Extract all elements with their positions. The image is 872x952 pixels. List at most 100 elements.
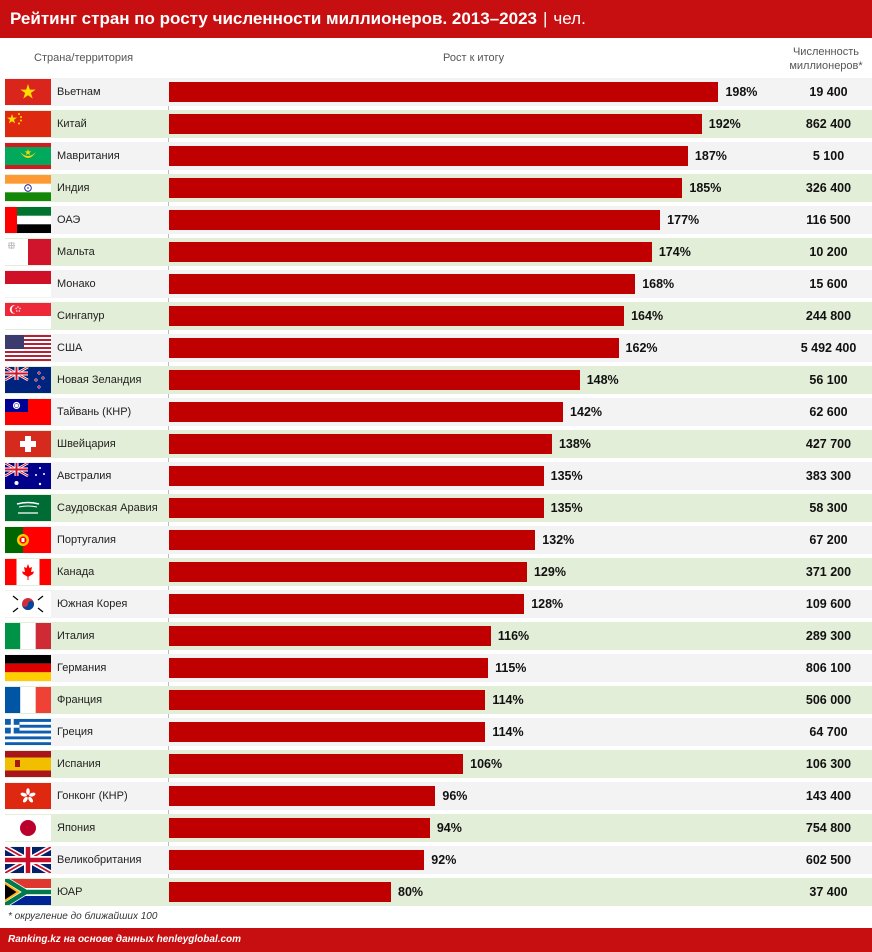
table-row: Саудовская Аравия 135% 58 300 <box>5 494 872 522</box>
growth-bar <box>169 210 661 230</box>
growth-percent-label: 92% <box>431 853 457 867</box>
growth-bar <box>169 306 625 326</box>
table-row: Гонконг (КНР) 96% 143 400 <box>5 782 872 810</box>
country-label: ЮАР <box>57 886 83 898</box>
country-label: Германия <box>57 662 107 674</box>
country-label: Южная Корея <box>57 598 128 610</box>
growth-percent-label: 128% <box>531 597 564 611</box>
millionaire-count: 62 600 <box>809 405 848 419</box>
country-label: Индия <box>57 182 90 194</box>
country-label: Новая Зеландия <box>57 374 142 386</box>
footnote: * округление до ближайших 100 <box>8 911 158 922</box>
country-label: Саудовская Аравия <box>57 502 158 514</box>
japan-flag-icon <box>5 815 51 841</box>
table-row: Мавритания 187% 5 100 <box>5 142 872 170</box>
table-row: Китай 192% 862 400 <box>5 110 872 138</box>
table-row: Мальта 174% 10 200 <box>5 238 872 266</box>
title-separator: | <box>542 9 548 28</box>
title-unit: чел. <box>553 9 586 28</box>
table-row: ЮАР 80% 37 400 <box>5 878 872 906</box>
millionaire-count: 289 300 <box>805 629 852 643</box>
millionaire-count: 806 100 <box>805 661 852 675</box>
growth-percent-label: 192% <box>708 117 741 131</box>
country-label: США <box>57 342 83 354</box>
growth-bar <box>169 594 525 614</box>
growth-percent-label: 114% <box>492 693 524 707</box>
table-row: Испания 106% 106 300 <box>5 750 872 778</box>
growth-percent-label: 162% <box>625 341 658 355</box>
country-label: Вьетнам <box>57 86 101 98</box>
growth-bar <box>169 818 430 838</box>
table-row: Сингапур 164% 244 800 <box>5 302 872 330</box>
growth-bar <box>169 786 436 806</box>
growth-percent-label: 198% <box>725 85 758 99</box>
millionaire-count: 383 300 <box>805 469 852 483</box>
growth-percent-label: 164% <box>631 309 664 323</box>
column-header-growth: Рост к итогу <box>443 52 505 64</box>
millionaire-count: 15 600 <box>809 277 848 291</box>
uae-flag-icon <box>5 207 51 233</box>
growth-percent-label: 135% <box>550 501 583 515</box>
column-header-country: Страна/территория <box>34 52 134 64</box>
country-label: ОАЭ <box>57 214 81 226</box>
south-africa-flag-icon <box>5 879 51 905</box>
country-label: Канада <box>57 566 95 578</box>
growth-percent-label: 116% <box>497 629 530 643</box>
millionaire-count: 67 200 <box>809 533 848 547</box>
millionaire-count: 5 492 400 <box>800 341 857 355</box>
growth-percent-label: 185% <box>689 181 722 195</box>
growth-bar <box>169 850 425 870</box>
saudi-arabia-flag-icon <box>5 495 51 521</box>
millionaire-count: 56 100 <box>809 373 848 387</box>
new-zealand-flag-icon <box>5 367 51 393</box>
table-row: Греция 114% 64 700 <box>5 718 872 746</box>
growth-bar <box>169 626 491 646</box>
portugal-flag-icon <box>5 527 51 553</box>
country-label: Мальта <box>57 246 95 258</box>
uk-flag-icon <box>5 847 51 873</box>
growth-percent-label: 177% <box>667 213 700 227</box>
country-label: Австралия <box>57 470 112 482</box>
country-label: Греция <box>57 726 93 738</box>
millionaire-count: 10 200 <box>809 245 848 259</box>
usa-flag-icon <box>5 335 51 361</box>
growth-percent-label: 174% <box>658 245 691 259</box>
millionaire-count: 244 800 <box>805 309 852 323</box>
growth-percent-label: 138% <box>558 437 591 451</box>
growth-bar <box>169 178 683 198</box>
growth-bar <box>169 242 652 262</box>
country-label: Швейцария <box>57 438 116 450</box>
spain-flag-icon <box>5 751 51 777</box>
growth-bar <box>169 146 688 166</box>
table-row: Франция 114% 506 000 <box>5 686 872 714</box>
millionaire-count: 64 700 <box>809 725 848 739</box>
growth-percent-label: 114% <box>492 725 524 739</box>
millionaire-count: 506 000 <box>805 693 852 707</box>
growth-percent-label: 80% <box>398 885 424 899</box>
taiwan-flag-icon <box>5 399 51 425</box>
mauritania-flag-icon <box>5 143 51 169</box>
country-label: Сингапур <box>57 310 105 322</box>
title-bar: Рейтинг стран по росту численности милли… <box>0 0 872 38</box>
country-label: Италия <box>57 630 95 642</box>
bar-axis-line <box>168 78 169 906</box>
millionaire-count: 143 400 <box>805 789 852 803</box>
france-flag-icon <box>5 687 51 713</box>
millionaire-count: 326 400 <box>805 181 852 195</box>
chart-title: Рейтинг стран по росту численности милли… <box>10 9 537 28</box>
growth-bar <box>169 402 564 422</box>
growth-percent-label: 135% <box>550 469 583 483</box>
growth-percent-label: 94% <box>436 821 462 835</box>
country-label: Тайвань (КНР) <box>57 406 132 418</box>
switzerland-flag-icon <box>5 431 51 457</box>
country-label: Монако <box>57 278 96 290</box>
millionaire-count: 5 100 <box>812 149 845 163</box>
growth-percent-label: 168% <box>642 277 675 291</box>
growth-percent-label: 129% <box>533 565 566 579</box>
table-row: США 162% 5 492 400 <box>5 334 872 362</box>
growth-bar <box>169 370 580 390</box>
table-row: Вьетнам 198% 19 400 <box>5 78 872 106</box>
millionaire-count: 371 200 <box>805 565 852 579</box>
country-label: Китай <box>57 118 87 130</box>
growth-bar <box>169 498 544 518</box>
